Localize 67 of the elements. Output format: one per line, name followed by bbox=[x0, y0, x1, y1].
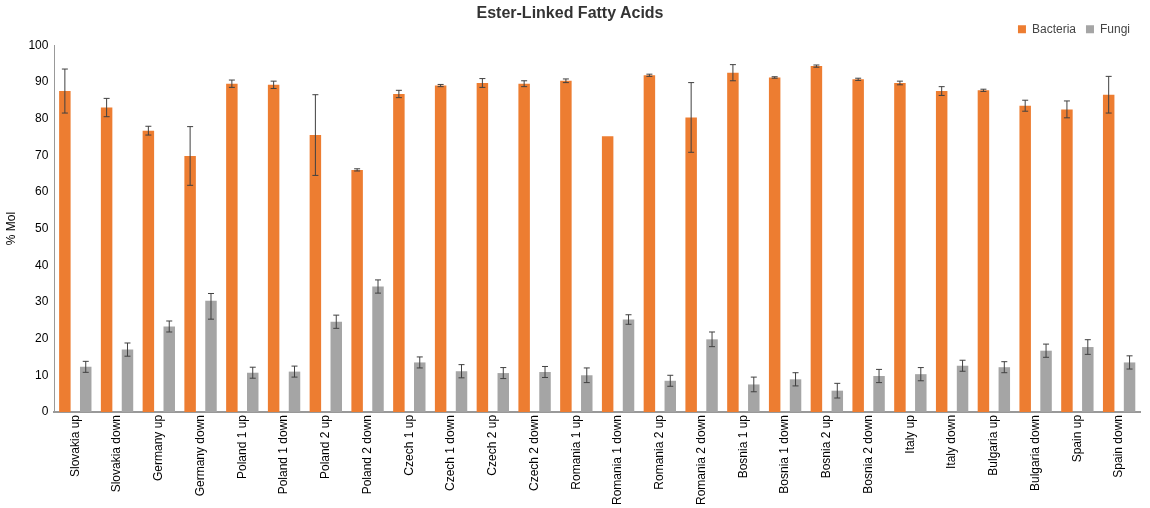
y-tick-label: 40 bbox=[35, 257, 49, 272]
bar bbox=[100, 107, 113, 412]
x-tick-label: Spain up bbox=[1069, 414, 1084, 463]
legend-label: Bacteria bbox=[1031, 21, 1077, 36]
x-tick-label: Poland 2 up bbox=[318, 414, 333, 480]
x-tick-label: Czech 1 up bbox=[401, 414, 416, 476]
bar bbox=[1102, 94, 1115, 412]
x-tick-label: Germany down bbox=[192, 414, 207, 497]
x-tick-label: Romania 2 down bbox=[693, 414, 708, 506]
bar bbox=[977, 90, 990, 412]
x-tick-label: Bosnia 2 up bbox=[819, 414, 834, 479]
chart-title: Ester-Linked Fatty Acids bbox=[476, 4, 664, 22]
x-tick-label: Bulgaria down bbox=[1027, 414, 1042, 492]
y-axis-title: % Mol bbox=[3, 211, 18, 246]
x-tick-label: Czech 1 down bbox=[443, 414, 458, 491]
bar bbox=[476, 82, 489, 412]
y-tick-label: 20 bbox=[35, 330, 49, 345]
y-tick-label: 70 bbox=[35, 147, 49, 162]
bar bbox=[1061, 109, 1073, 412]
bar bbox=[852, 79, 864, 412]
x-tick-label: Germany up bbox=[151, 414, 166, 481]
x-tick-label: Czech 2 up bbox=[485, 414, 500, 476]
x-tick-label: Italy up bbox=[902, 414, 917, 454]
y-tick-label: 10 bbox=[35, 367, 49, 382]
bar bbox=[768, 77, 781, 412]
bar bbox=[560, 80, 572, 412]
bar bbox=[142, 130, 155, 412]
x-tick-label: Poland 1 up bbox=[234, 414, 249, 480]
x-tick-label: Poland 1 down bbox=[276, 414, 291, 495]
bar bbox=[267, 84, 280, 412]
bar bbox=[894, 82, 906, 412]
y-tick-label: 0 bbox=[41, 404, 49, 419]
y-tick-label: 100 bbox=[28, 37, 49, 52]
bar bbox=[601, 136, 614, 412]
x-tick-label: Bosnia 2 down bbox=[860, 414, 875, 494]
bar bbox=[810, 66, 823, 412]
bar bbox=[351, 169, 363, 412]
bar bbox=[393, 93, 405, 412]
x-tick-label: Slovakia down bbox=[109, 414, 124, 493]
x-tick-label: Bosnia 1 down bbox=[777, 414, 792, 494]
x-tick-label: Czech 2 down bbox=[526, 414, 541, 491]
x-tick-label: Slovakia up bbox=[67, 414, 82, 477]
bar bbox=[309, 135, 322, 412]
x-tick-label: Bosnia 1 up bbox=[735, 414, 750, 479]
x-tick-label: Romania 2 up bbox=[652, 414, 667, 490]
bar bbox=[1019, 105, 1031, 412]
bar bbox=[226, 83, 238, 412]
bar bbox=[518, 83, 530, 412]
x-tick-label: Italy down bbox=[944, 414, 959, 469]
legend-label: Fungi bbox=[1099, 21, 1131, 36]
y-tick-label: 90 bbox=[35, 74, 49, 89]
x-tick-label: Spain down bbox=[1111, 414, 1126, 478]
bar bbox=[434, 85, 447, 412]
y-tick-label: 30 bbox=[35, 294, 49, 309]
bar bbox=[643, 75, 656, 412]
bar bbox=[685, 117, 697, 412]
x-tick-label: Romania 1 down bbox=[610, 414, 625, 506]
x-tick-label: Poland 2 down bbox=[359, 414, 374, 495]
bar bbox=[727, 72, 739, 412]
y-tick-label: 50 bbox=[35, 220, 49, 235]
bar bbox=[184, 155, 196, 412]
y-tick-label: 60 bbox=[35, 184, 49, 199]
bar bbox=[935, 91, 948, 412]
x-tick-label: Romania 1 up bbox=[568, 414, 583, 490]
x-tick-label: Bulgaria up bbox=[986, 414, 1001, 476]
bar bbox=[59, 91, 71, 412]
y-tick-label: 80 bbox=[35, 110, 49, 125]
